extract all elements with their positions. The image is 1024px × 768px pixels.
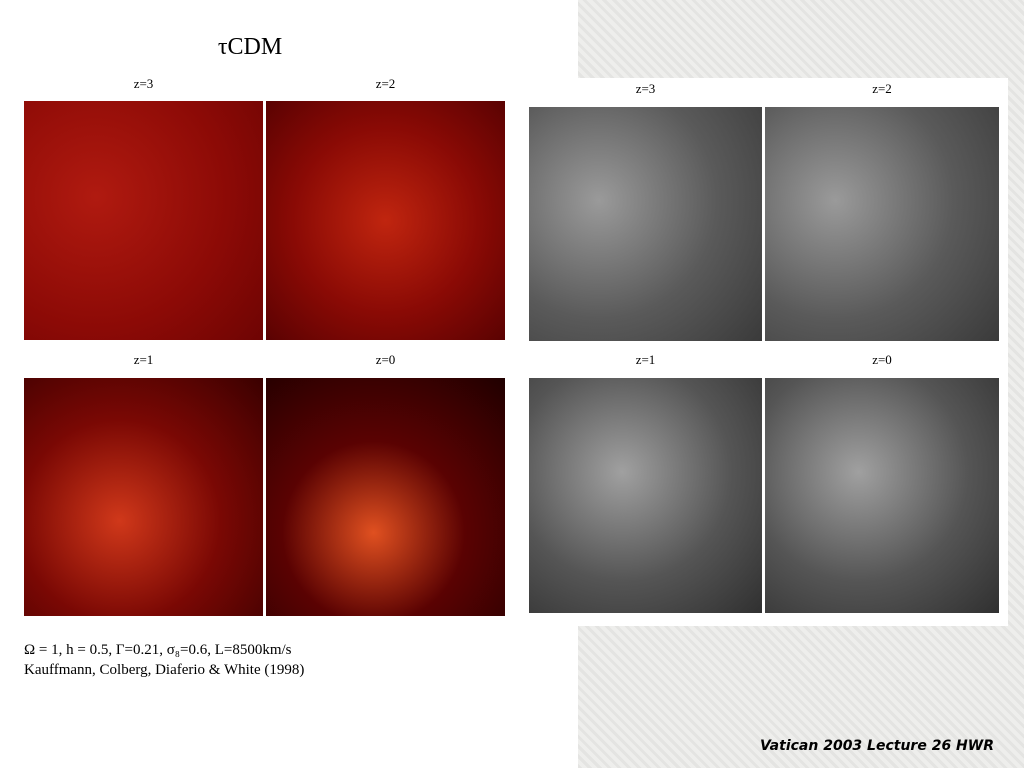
galaxy-image bbox=[765, 378, 999, 613]
simulation-image bbox=[266, 101, 505, 340]
simulation-image bbox=[24, 101, 263, 340]
caption-line: Kauffmann, Colberg, Diaferio & White (19… bbox=[24, 662, 305, 678]
panel-label: z=3 bbox=[635, 81, 656, 96]
galaxy-image bbox=[529, 107, 762, 341]
galaxy-image bbox=[529, 378, 762, 613]
simulation-image bbox=[24, 378, 263, 616]
title: τCDM bbox=[217, 34, 283, 60]
simulation-image bbox=[266, 378, 505, 616]
caption-line: Ω = 1, h = 0.5, Γ=0.21, σ₈=0.6, L=8500km… bbox=[24, 642, 292, 658]
panel-label: z=0 bbox=[872, 352, 892, 367]
panel-label: z=2 bbox=[872, 81, 892, 96]
footer: Vatican 2003 Lecture 26 HWR bbox=[759, 738, 994, 754]
panel-label: z=3 bbox=[133, 76, 154, 91]
caption: Ω = 1, h = 0.5, Γ=0.21, σ₈=0.6, L=8500km… bbox=[24, 640, 304, 680]
panel-label: z=0 bbox=[375, 352, 396, 367]
panel-label: z=1 bbox=[635, 352, 656, 367]
panel-label: z=2 bbox=[375, 76, 396, 91]
galaxy-image bbox=[765, 107, 999, 341]
panel-label: z=1 bbox=[133, 352, 154, 367]
